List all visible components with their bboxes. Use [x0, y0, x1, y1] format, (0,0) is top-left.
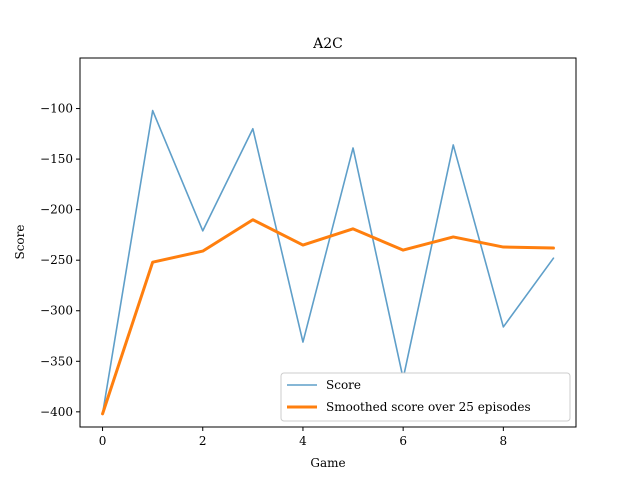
- legend-box: [280, 372, 571, 422]
- chart-title: A2C: [312, 36, 343, 52]
- plot-area: [79, 57, 577, 428]
- y-tick-label: −400: [40, 405, 73, 419]
- x-tick-label: 4: [299, 434, 307, 448]
- series-line-smoothed: [101, 218, 555, 416]
- y-tick-label: −300: [40, 304, 73, 318]
- y-tick-label: −150: [40, 152, 73, 166]
- legend-label-score: Score: [326, 378, 361, 392]
- y-tick-label: −350: [40, 354, 73, 368]
- y-axis-label: Score: [13, 224, 27, 259]
- y-tick-label: −100: [40, 102, 73, 116]
- legend-label-smoothed: Smoothed score over 25 episodes: [326, 400, 531, 414]
- x-tick-label: 6: [399, 434, 407, 448]
- x-axis-label: Game: [310, 456, 345, 470]
- x-tick-label: 0: [99, 434, 107, 448]
- series-line-score: [101, 109, 555, 415]
- y-tick-label: −250: [40, 253, 73, 267]
- x-tick-label: 2: [199, 434, 207, 448]
- x-tick-label: 8: [500, 434, 508, 448]
- y-tick-label: −200: [40, 203, 73, 217]
- series-layer: [101, 109, 555, 416]
- axis-ticks: 0 2 4 6 8 −100 −150 −200 −250 −300 −350 −400: [40, 102, 507, 448]
- legend: Score Smoothed score over 25 episodes: [280, 372, 571, 422]
